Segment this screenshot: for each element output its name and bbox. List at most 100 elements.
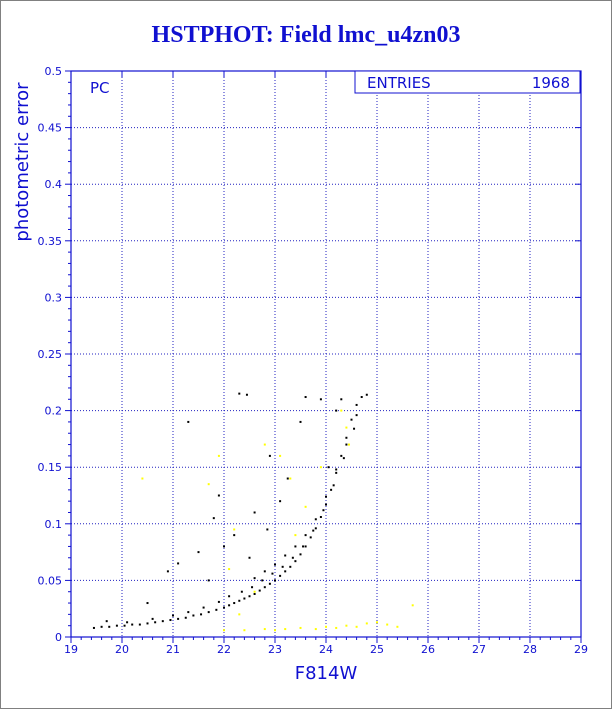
data-point-yellow [263, 443, 266, 446]
panel-label: PC [90, 79, 110, 97]
data-point [330, 488, 333, 491]
data-point [355, 403, 358, 406]
data-point [299, 553, 302, 556]
data-point [253, 511, 256, 514]
data-point [279, 500, 282, 503]
data-point-yellow [228, 568, 231, 571]
data-point [355, 414, 358, 417]
x-tick-label: 26 [421, 643, 435, 656]
data-point [223, 606, 225, 609]
data-point [217, 494, 220, 497]
data-point [228, 604, 231, 607]
data-point [108, 625, 111, 628]
data-point [100, 625, 103, 628]
data-point [248, 595, 251, 598]
data-point [284, 554, 287, 557]
data-point-yellow [335, 626, 338, 629]
data-point [253, 577, 256, 580]
data-point [177, 617, 180, 620]
data-point-yellow [223, 629, 225, 632]
data-point-yellow [355, 625, 358, 628]
y-tick-label: 0.25 [38, 348, 63, 361]
data-point-yellow [299, 626, 302, 629]
data-points [92, 392, 414, 632]
x-tick-label: 22 [217, 643, 231, 656]
data-point-yellow [253, 590, 256, 593]
data-point-yellow [294, 534, 297, 537]
data-point [335, 471, 338, 474]
data-point [274, 563, 276, 566]
x-tick-label: 25 [370, 643, 384, 656]
data-point [322, 509, 325, 512]
y-tick-label: 0.1 [45, 518, 63, 531]
data-point [350, 418, 353, 421]
data-point [312, 529, 315, 532]
data-point [325, 503, 327, 506]
data-point [154, 621, 157, 624]
data-point-yellow [345, 426, 348, 429]
y-tick-label: 0.5 [45, 65, 63, 78]
data-point-yellow [319, 466, 322, 469]
data-point [92, 626, 95, 629]
data-point [325, 495, 327, 498]
data-point [215, 608, 218, 611]
data-point [261, 579, 264, 582]
data-point-yellow [304, 505, 307, 508]
x-tick-label: 19 [64, 643, 78, 656]
data-point-yellow [345, 624, 348, 627]
data-point-yellow [376, 621, 378, 624]
data-point [304, 534, 307, 537]
data-point-yellow [238, 613, 241, 616]
data-point [340, 454, 343, 457]
y-tick-label: 0.2 [45, 405, 63, 418]
data-point [281, 565, 284, 568]
y-axis-label: photometric error [12, 82, 33, 242]
y-tick-label: 0 [55, 631, 62, 644]
data-point-yellow [340, 409, 343, 412]
data-point [146, 602, 149, 605]
y-tick-label: 0.05 [38, 574, 63, 587]
data-point [131, 623, 134, 626]
data-point [332, 484, 335, 487]
data-point [207, 611, 210, 614]
data-point [197, 551, 200, 554]
data-point [274, 579, 276, 582]
data-point-yellow [274, 629, 276, 632]
data-point [266, 528, 269, 531]
data-point [263, 586, 266, 589]
data-point [251, 586, 254, 589]
data-point [253, 592, 256, 595]
data-point-yellow [233, 528, 236, 531]
data-point [335, 409, 338, 412]
data-point [353, 427, 356, 430]
data-point [240, 590, 243, 593]
data-point [184, 616, 187, 619]
data-point [327, 466, 330, 469]
data-point-yellow [243, 629, 246, 632]
data-point [202, 606, 205, 609]
data-point [340, 398, 343, 401]
y-tick-labels: 0 0.05 0.1 0.15 0.2 0.25 0.3 0.35 0.4 0.45 0.5 [38, 65, 63, 644]
data-point [200, 613, 203, 616]
data-point [342, 457, 345, 460]
data-point [146, 622, 149, 625]
stats-entries-value: 1968 [532, 74, 570, 92]
data-point [233, 602, 236, 605]
data-point-yellow [396, 625, 399, 628]
data-point [243, 597, 246, 600]
grid-lines [71, 71, 581, 637]
data-point-yellow [141, 477, 144, 480]
x-tick-label: 20 [115, 643, 129, 656]
data-point [207, 579, 210, 582]
data-point [161, 620, 164, 623]
data-point [238, 392, 241, 395]
data-point [299, 420, 302, 423]
data-point [294, 560, 297, 563]
data-point [233, 534, 236, 537]
data-point [228, 595, 231, 598]
data-point-yellow [284, 628, 287, 631]
data-point [166, 570, 169, 573]
data-point [105, 620, 108, 623]
data-point-yellow [217, 454, 220, 457]
